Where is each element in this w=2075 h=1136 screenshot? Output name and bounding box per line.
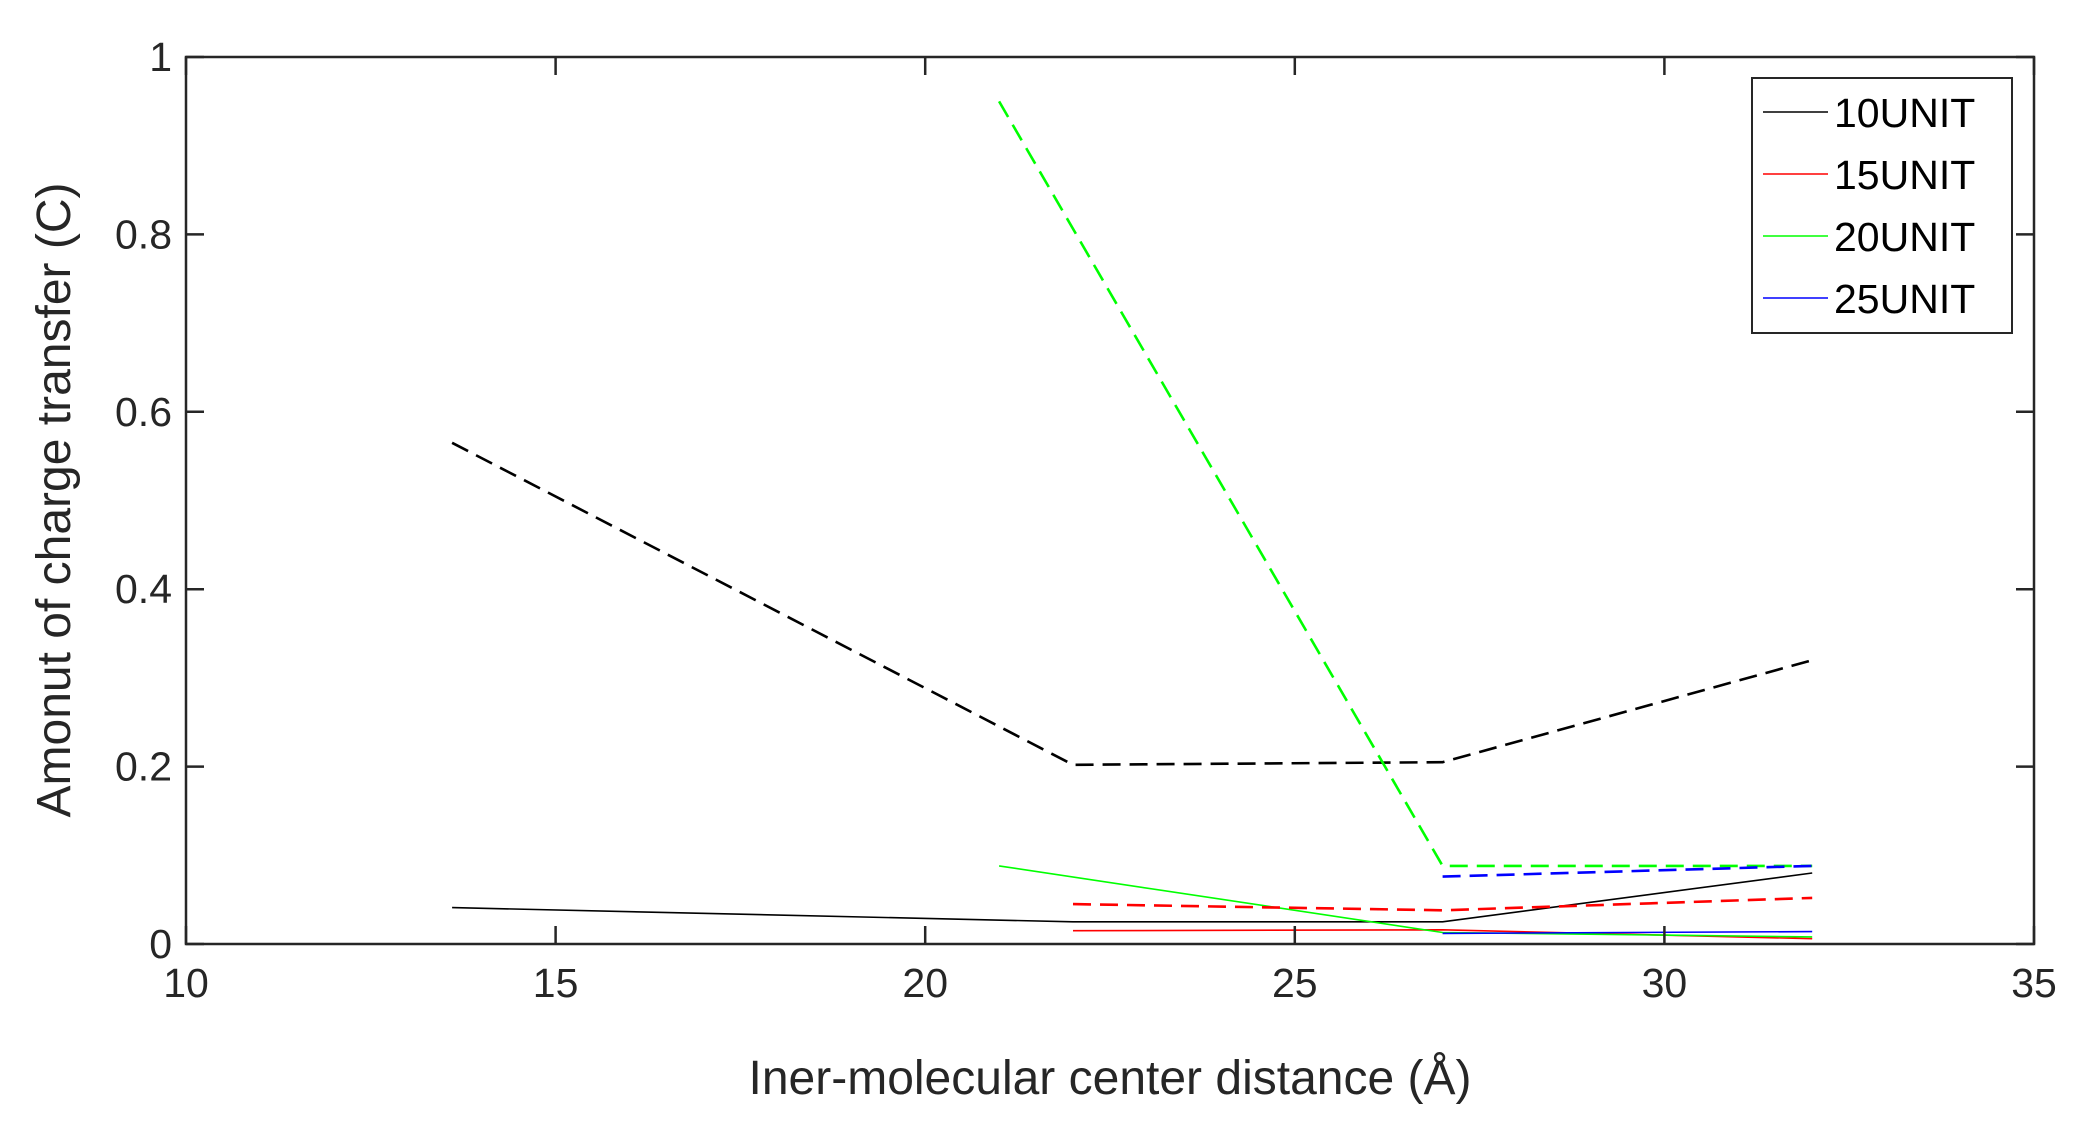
y-tick-label: 1 — [149, 34, 172, 80]
x-tick-label: 15 — [533, 960, 579, 1006]
series-layer — [451, 100, 1813, 940]
y-tick-label: 0 — [149, 921, 172, 967]
series-line-2-solid — [998, 865, 1813, 938]
series-line-5-dashed — [1072, 896, 1813, 912]
x-tick-label: 35 — [2011, 960, 2057, 1006]
legend: 10UNIT 15UNIT 20UNIT 25UNIT — [1751, 77, 2013, 334]
plot-area — [186, 57, 2034, 944]
y-axis-title: Amonut of charge transfer (C) — [28, 183, 81, 818]
x-axis-title: Iner-molecular center distance (Å) — [749, 1052, 1472, 1105]
y-tick-label: 0.6 — [115, 389, 172, 435]
plot-frame — [184, 55, 2036, 946]
legend-label: 10UNIT — [1834, 90, 1975, 136]
legend-label: 25UNIT — [1834, 276, 1975, 322]
series-line-0-solid — [452, 872, 1813, 923]
series-line-3-solid — [1442, 930, 1813, 935]
series-line-7-dashed — [1442, 864, 1813, 878]
y-tick-label: 0.4 — [115, 566, 172, 612]
y-tick-label: 0.8 — [115, 211, 172, 257]
legend-label: 15UNIT — [1834, 152, 1975, 198]
x-tick-label: 25 — [1272, 960, 1318, 1006]
x-tick-label: 30 — [1642, 960, 1688, 1006]
tick-layer: 10 15 20 25 30 35 0 0.2 0.4 0.6 0.8 1 — [115, 34, 2057, 1006]
legend-box — [1751, 77, 2013, 334]
y-tick-label: 0.2 — [115, 744, 172, 790]
legend-label: 20UNIT — [1834, 214, 1975, 260]
x-tick-label: 10 — [163, 960, 209, 1006]
x-tick-label: 20 — [902, 960, 948, 1006]
